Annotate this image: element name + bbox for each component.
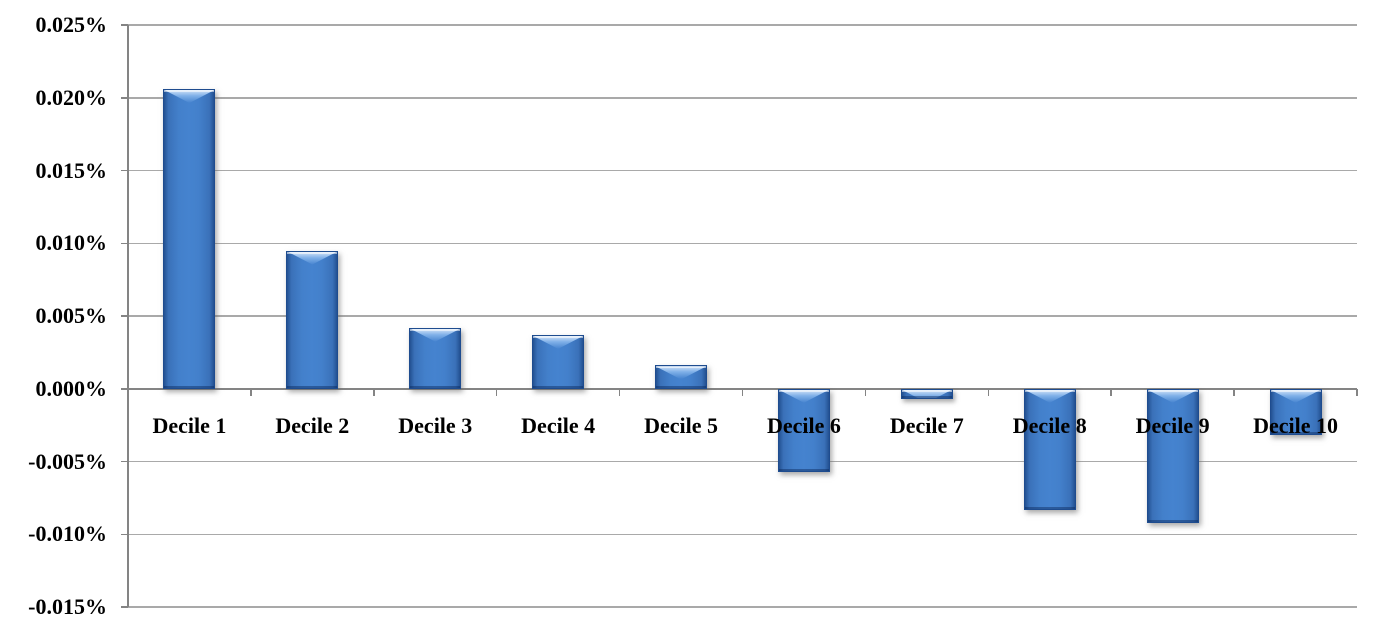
gridline bbox=[128, 533, 1357, 535]
y-tick-label: -0.015% bbox=[28, 594, 107, 619]
bar-bottom-edge bbox=[533, 385, 584, 388]
gridline bbox=[128, 606, 1357, 608]
x-axis-tick bbox=[250, 388, 252, 396]
bar-bottom-edge bbox=[1147, 519, 1198, 522]
x-axis-tick bbox=[1356, 388, 1358, 396]
y-axis-tick bbox=[121, 460, 128, 463]
bar-decile-9 bbox=[1146, 388, 1199, 523]
bar-bottom-edge bbox=[287, 385, 338, 388]
bar-top-edge bbox=[1147, 389, 1198, 392]
bar-top-edge bbox=[410, 328, 461, 331]
x-category-label: Decile 2 bbox=[275, 413, 350, 438]
bar-decile-1 bbox=[163, 89, 216, 389]
x-axis-tick bbox=[373, 388, 375, 396]
bar-top-edge bbox=[778, 389, 829, 392]
bar-top-edge bbox=[901, 389, 952, 392]
x-axis-tick bbox=[1233, 388, 1235, 396]
bar-top-edge bbox=[656, 366, 707, 369]
gridline bbox=[128, 460, 1357, 463]
gridline bbox=[128, 315, 1357, 317]
x-category-label: Decile 8 bbox=[1012, 413, 1087, 438]
x-axis-tick bbox=[127, 388, 129, 396]
bar-decile-7 bbox=[900, 388, 953, 399]
bar-decile-10 bbox=[1269, 388, 1322, 436]
y-tick-label: -0.005% bbox=[28, 448, 107, 474]
y-tick-label: 0.025% bbox=[35, 12, 108, 37]
bar-bottom-edge bbox=[901, 395, 952, 398]
x-axis-tick bbox=[864, 388, 867, 396]
y-axis-tick bbox=[121, 388, 128, 390]
x-axis-tick bbox=[495, 388, 498, 396]
bar-top-edge bbox=[1270, 389, 1321, 392]
bar-top-edge bbox=[533, 335, 584, 338]
y-tick-label: -0.010% bbox=[28, 521, 107, 547]
gridline bbox=[128, 242, 1357, 244]
bar-bottom-edge bbox=[410, 385, 461, 388]
x-axis-tick bbox=[618, 388, 621, 396]
bar-bevel-highlight bbox=[901, 389, 952, 398]
x-category-label: Decile 7 bbox=[889, 413, 964, 438]
x-axis-tick bbox=[1110, 388, 1112, 396]
y-tick-label: 0.005% bbox=[35, 303, 108, 328]
x-axis-tick bbox=[987, 388, 990, 396]
y-axis-line bbox=[127, 25, 129, 607]
bar-bottom-edge bbox=[1270, 432, 1321, 435]
bar-top-edge bbox=[164, 90, 215, 93]
gridline bbox=[128, 97, 1357, 99]
bar-bottom-edge bbox=[656, 385, 707, 388]
y-axis-tick bbox=[121, 242, 128, 244]
x-category-label: Decile 6 bbox=[766, 413, 841, 438]
y-tick-label: 0.020% bbox=[35, 84, 108, 110]
x-category-label: Decile 3 bbox=[398, 413, 473, 438]
bar-decile-3 bbox=[409, 327, 462, 389]
y-axis-tick bbox=[121, 533, 128, 535]
y-axis-tick bbox=[121, 97, 128, 99]
gridline bbox=[128, 169, 1357, 172]
x-category-label: Decile 4 bbox=[521, 413, 596, 438]
y-tick-label: 0.000% bbox=[35, 375, 108, 401]
y-axis-tick bbox=[121, 315, 128, 317]
y-tick-label: 0.015% bbox=[35, 157, 108, 183]
x-axis-tick bbox=[741, 388, 744, 396]
bar-decile-8 bbox=[1023, 388, 1076, 510]
y-axis-tick bbox=[121, 606, 128, 608]
bar-decile-4 bbox=[532, 334, 585, 389]
x-category-label: Decile 5 bbox=[644, 413, 718, 438]
x-category-label: Decile 9 bbox=[1135, 413, 1210, 438]
bar-decile-5 bbox=[655, 365, 708, 389]
gridline bbox=[128, 24, 1357, 26]
x-category-label: Decile 10 bbox=[1253, 413, 1338, 438]
x-category-label: Decile 1 bbox=[152, 413, 227, 438]
y-tick-label: 0.010% bbox=[35, 230, 108, 256]
bar-decile-2 bbox=[286, 250, 339, 389]
y-axis-tick bbox=[121, 169, 128, 172]
bar-top-edge bbox=[1024, 389, 1075, 392]
bar-decile-6 bbox=[777, 388, 830, 472]
bar-bottom-edge bbox=[1024, 506, 1075, 509]
y-axis-tick bbox=[121, 24, 128, 26]
bar-bottom-edge bbox=[778, 468, 829, 471]
bar-top-edge bbox=[287, 251, 338, 254]
bar-bottom-edge bbox=[164, 385, 215, 388]
